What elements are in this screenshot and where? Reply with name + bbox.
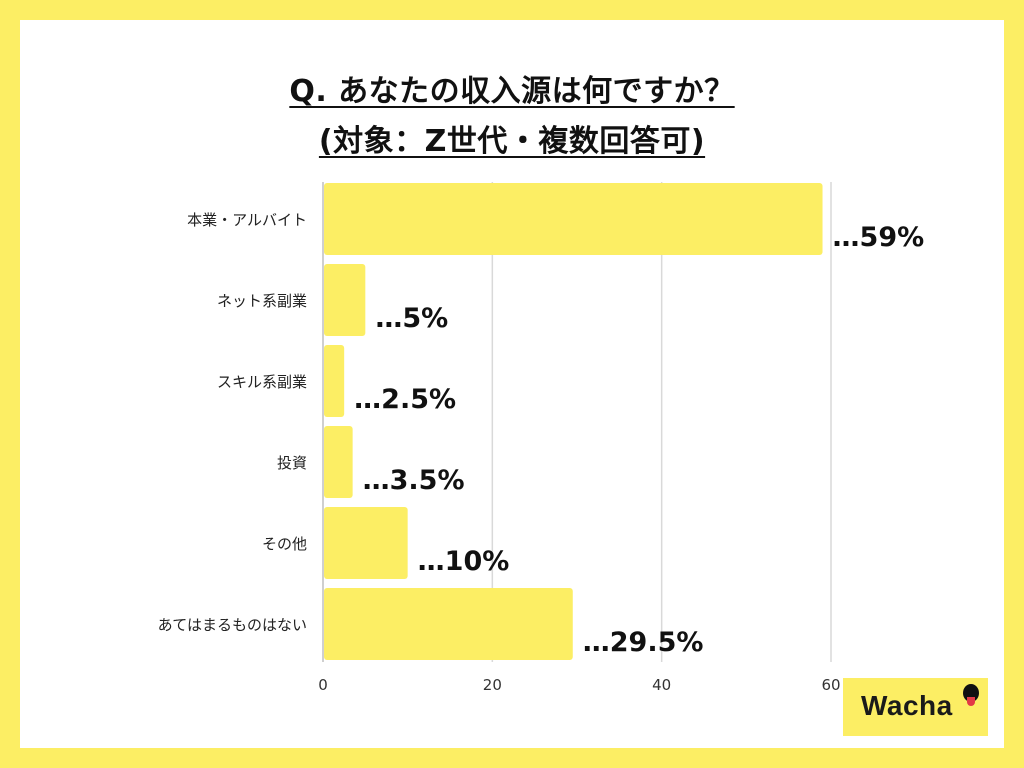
logo-text: Wacha: [861, 690, 953, 721]
category-label: ネット系副業: [217, 292, 307, 310]
bar: [324, 507, 408, 579]
data-label: …5%: [375, 303, 448, 334]
x-tick-labels: 0 20 40 60: [318, 676, 840, 694]
chart-title-line-2: (対象：Z世代・複数回答可): [318, 124, 706, 159]
x-tick-label: 60: [821, 676, 840, 694]
bar: [324, 345, 345, 417]
grid-lines: [322, 182, 832, 662]
data-label: …59%: [833, 222, 925, 253]
x-tick-label: 0: [318, 676, 328, 694]
category-label: スキル系副業: [217, 373, 307, 391]
category-label: その他: [262, 535, 307, 553]
data-label: …3.5%: [363, 465, 465, 496]
data-label: …29.5%: [583, 627, 704, 658]
bars: [324, 183, 823, 660]
data-label: …10%: [418, 546, 510, 577]
category-label: 投資: [277, 454, 307, 472]
data-label: …2.5%: [354, 384, 456, 415]
data-labels: …59% …5% …2.5% …3.5% …10% …29.5%: [354, 222, 924, 658]
chart-title-line-1: Q. あなたの収入源は何ですか？: [289, 74, 735, 109]
x-tick-label: 40: [652, 676, 671, 694]
wacha-logo: Wacha: [843, 678, 988, 736]
category-label: 本業・アルバイト: [187, 211, 307, 229]
bar: [324, 588, 573, 660]
category-label: あてはまるものはない: [158, 616, 307, 634]
x-tick-label: 20: [483, 676, 502, 694]
bar: [324, 264, 366, 336]
bar: [324, 426, 353, 498]
bar: [324, 183, 823, 255]
tongue-icon: [967, 697, 975, 706]
